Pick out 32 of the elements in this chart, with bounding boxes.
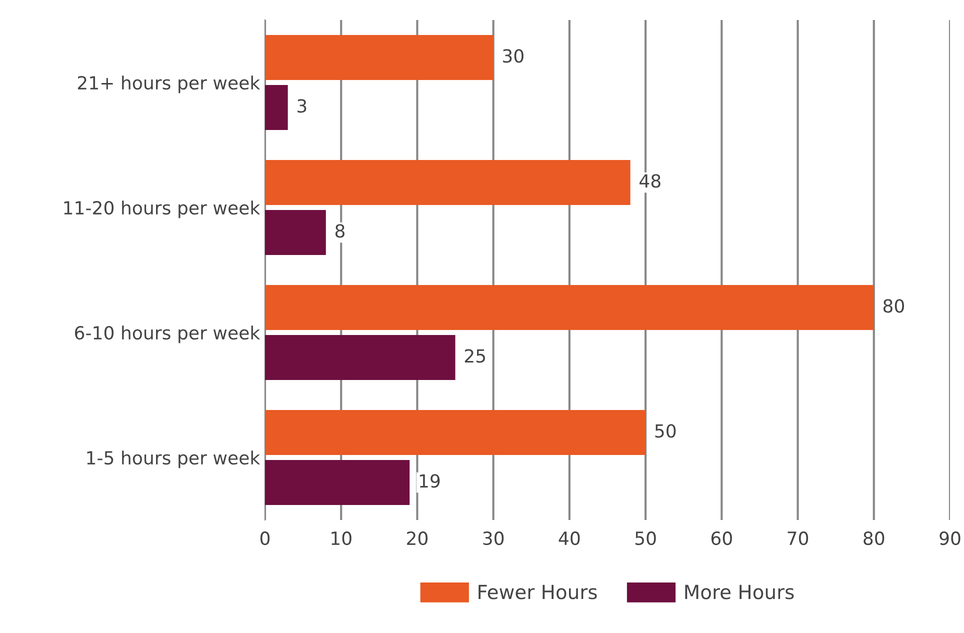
y-tick-label: 21+ hours per week xyxy=(78,76,260,94)
x-tick-label: 30 xyxy=(483,531,504,546)
data-label: 3 xyxy=(298,99,306,113)
data-label: 30 xyxy=(503,49,524,63)
x-tick-label: 50 xyxy=(635,531,656,546)
bar xyxy=(265,335,456,380)
data-label: 8 xyxy=(335,224,344,238)
data-label: 25 xyxy=(464,349,486,363)
legend-label: More Hours xyxy=(685,584,794,600)
data-label: 80 xyxy=(883,299,904,313)
bar xyxy=(265,35,494,80)
x-tick-label: 20 xyxy=(407,531,428,546)
x-tick-label: 70 xyxy=(788,531,808,546)
bar xyxy=(265,85,288,130)
bar xyxy=(265,160,630,205)
x-tick-label: 60 xyxy=(711,531,732,546)
data-label: 48 xyxy=(640,174,660,188)
bar xyxy=(265,210,326,255)
bar xyxy=(265,285,874,330)
bar xyxy=(265,460,410,505)
legend-label: Fewer Hours xyxy=(478,584,597,600)
x-tick-label: 80 xyxy=(864,531,884,546)
x-tick-label: 90 xyxy=(940,531,960,546)
x-tick-label: 10 xyxy=(332,531,352,546)
y-tick-label: 11-20 hours per week xyxy=(64,200,260,218)
bar xyxy=(265,410,646,455)
data-label: 19 xyxy=(420,474,440,488)
y-tick-label: 6-10 hours per week xyxy=(75,326,260,344)
data-label: 50 xyxy=(655,424,676,438)
x-tick-label: 40 xyxy=(558,531,580,546)
x-tick-label: 0 xyxy=(260,531,270,546)
y-tick-label: 1-5 hours per week xyxy=(87,450,260,468)
